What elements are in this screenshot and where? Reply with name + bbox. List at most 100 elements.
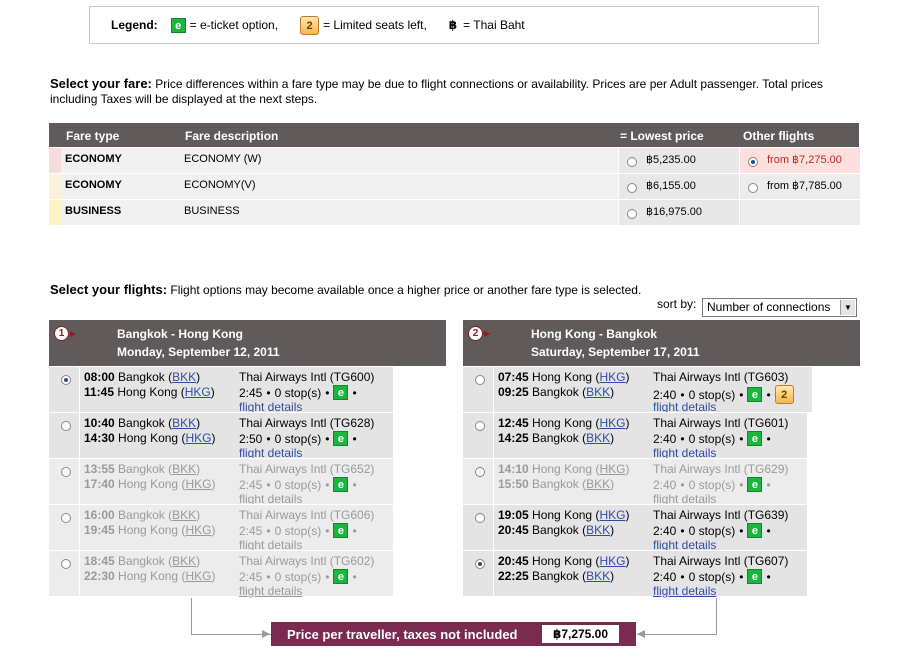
flight-details-link[interactable]: flight details	[239, 492, 303, 506]
flight-details-link[interactable]: flight details	[239, 400, 303, 414]
stops: 0 stop(s)	[688, 431, 736, 446]
flight-details-link[interactable]: flight details	[653, 492, 717, 506]
flight-radio[interactable]	[61, 559, 71, 569]
connector-right	[637, 598, 717, 635]
bullet: •	[766, 387, 771, 402]
departure-airport-link[interactable]: HKG	[599, 554, 626, 568]
flight-option[interactable]: 07:45 Hong Kong (HKG) 09:25 Bangkok (BKK)…	[463, 366, 860, 414]
legend-box: Legend: e = e-ticket option, 2 = Limited…	[89, 6, 819, 44]
legend-limited: 2 = Limited seats left,	[300, 15, 427, 35]
flight-radio[interactable]	[475, 421, 485, 431]
lowest-price-cell[interactable]: ฿6,155.00	[618, 174, 739, 199]
arrival-airport-link[interactable]: BKK	[586, 477, 611, 491]
fare-row: ECONOMY ECONOMY(V) ฿6,155.00 from ฿7,785.00	[49, 173, 860, 199]
departure-airport-link[interactable]: BKK	[172, 554, 197, 568]
flight-radio[interactable]	[475, 467, 485, 477]
other-flights-radio[interactable]	[748, 183, 758, 193]
departure-airport-link[interactable]: HKG	[599, 462, 626, 476]
flight-option[interactable]: 20:45 Hong Kong (HKG) 22:25 Bangkok (BKK)…	[463, 550, 860, 598]
departure-time: 07:45	[498, 370, 529, 384]
departure-airport-link[interactable]: BKK	[172, 370, 197, 384]
other-flights-cell[interactable]: from ฿7,275.00	[739, 148, 860, 173]
flight-radio[interactable]	[475, 559, 485, 569]
flight-details-link[interactable]: flight details	[239, 584, 303, 598]
duration-stops: 2:40 • 0 stop(s) • e •	[653, 477, 771, 492]
lowest-price-radio[interactable]	[627, 209, 637, 219]
arrival-airport-link[interactable]: BKK	[586, 431, 611, 445]
arrival-airport-link[interactable]: BKK	[586, 385, 611, 399]
flight-details-link[interactable]: flight details	[239, 446, 303, 460]
fare-table: Fare type Fare description = Lowest pric…	[49, 123, 860, 225]
arrival-airport-link[interactable]: BKK	[586, 523, 611, 537]
bullet: •	[680, 387, 685, 402]
departure-airport-link[interactable]: HKG	[599, 508, 626, 522]
fare-type: ECONOMY	[65, 153, 122, 165]
bullet: •	[325, 477, 330, 492]
departure-airport-link[interactable]: HKG	[599, 370, 626, 384]
departure-line: 10:40 Bangkok (BKK)	[84, 416, 201, 430]
flight-option[interactable]: 10:40 Bangkok (BKK) 14:30 Hong Kong (HKG)…	[49, 412, 446, 460]
arrival-line: 09:25 Bangkok (BKK)	[498, 385, 615, 399]
bullet: •	[325, 569, 330, 584]
arrival-time: 22:30	[84, 569, 115, 583]
flight-details-link[interactable]: flight details	[653, 584, 717, 598]
duration: 2:50	[239, 431, 263, 446]
arrival-airport-link[interactable]: HKG	[184, 385, 211, 399]
sort-select[interactable]: Number of connections ▼	[702, 298, 857, 317]
flight-radio[interactable]	[61, 375, 71, 385]
arrival-airport-link[interactable]: HKG	[185, 431, 212, 445]
departure-airport-link[interactable]: BKK	[172, 416, 197, 430]
flight-body: 19:05 Hong Kong (HKG) 20:45 Bangkok (BKK)…	[494, 505, 807, 552]
other-flights-radio[interactable]	[748, 157, 758, 167]
fare-table-header: Fare type Fare description = Lowest pric…	[49, 123, 859, 147]
departure-time: 08:00	[84, 370, 115, 384]
arrival-airport-link[interactable]: BKK	[586, 569, 611, 583]
chevron-down-icon[interactable]: ▼	[840, 300, 855, 315]
lowest-price-cell[interactable]: ฿16,975.00	[618, 200, 739, 225]
flight-option[interactable]: 14:10 Hong Kong (HKG) 15:50 Bangkok (BKK)…	[463, 458, 860, 506]
flight-radio[interactable]	[61, 467, 71, 477]
stops: 0 stop(s)	[274, 477, 322, 492]
flight-option[interactable]: 12:45 Hong Kong (HKG) 14:25 Bangkok (BKK)…	[463, 412, 860, 460]
departure-city: Bangkok	[118, 370, 165, 384]
flight-radio[interactable]	[61, 421, 71, 431]
lowest-price-cell[interactable]: ฿5,235.00	[618, 148, 739, 173]
departure-airport-link[interactable]: HKG	[599, 416, 626, 430]
departure-airport-link[interactable]: BKK	[172, 462, 197, 476]
flight-option[interactable]: 16:00 Bangkok (BKK) 19:45 Hong Kong (HKG)…	[49, 504, 446, 552]
departure-line: 14:10 Hong Kong (HKG)	[498, 462, 630, 476]
fare-type: ECONOMY	[65, 179, 122, 191]
departure-city: Hong Kong	[532, 416, 593, 430]
airline: Thai Airways Intl (TG601)	[653, 416, 789, 430]
lowest-price-radio[interactable]	[627, 183, 637, 193]
flight-radio[interactable]	[475, 375, 485, 385]
bullet: •	[266, 523, 271, 538]
bullet: •	[325, 523, 330, 538]
arrival-line: 14:30 Hong Kong (HKG)	[84, 431, 216, 445]
arrival-airport-link[interactable]: HKG	[185, 523, 212, 537]
bullet: •	[680, 477, 685, 492]
departure-line: 07:45 Hong Kong (HKG)	[498, 370, 630, 384]
departure-airport-link[interactable]: BKK	[172, 508, 197, 522]
flight-details-link[interactable]: flight details	[653, 538, 717, 552]
arrival-time: 19:45	[84, 523, 115, 537]
fare-row: BUSINESS BUSINESS ฿16,975.00	[49, 199, 860, 225]
bullet: •	[739, 431, 744, 446]
arrival-airport-link[interactable]: HKG	[185, 477, 212, 491]
flight-radio[interactable]	[61, 513, 71, 523]
lowest-price-radio[interactable]	[627, 157, 637, 167]
flight-radio[interactable]	[475, 513, 485, 523]
other-flights-cell[interactable]: from ฿7,785.00	[739, 174, 860, 199]
duration-stops: 2:40 • 0 stop(s) • e •	[653, 523, 771, 538]
flight-details-link[interactable]: flight details	[653, 446, 717, 460]
flight-details-link[interactable]: flight details	[239, 538, 303, 552]
flight-option[interactable]: 18:45 Bangkok (BKK) 22:30 Hong Kong (HKG)…	[49, 550, 446, 598]
flight-option[interactable]: 19:05 Hong Kong (HKG) 20:45 Bangkok (BKK)…	[463, 504, 860, 552]
flight-option[interactable]: 13:55 Bangkok (BKK) 17:40 Hong Kong (HKG)…	[49, 458, 446, 506]
arrival-airport-link[interactable]: HKG	[185, 569, 212, 583]
flight-option[interactable]: 08:00 Bangkok (BKK) 11:45 Hong Kong (HKG)…	[49, 366, 446, 414]
arrival-line: 20:45 Bangkok (BKK)	[498, 523, 615, 537]
eticket-icon: e	[747, 477, 763, 492]
flight-details-link[interactable]: flight details	[653, 400, 717, 414]
bullet: •	[352, 569, 357, 584]
